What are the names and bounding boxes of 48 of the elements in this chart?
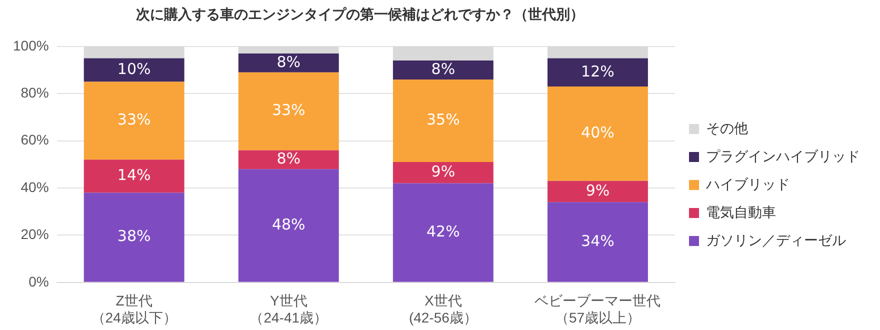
- x-tick-label: X世代(42-56歳）: [408, 292, 478, 326]
- bar: [84, 160, 184, 193]
- data-label: 33%: [117, 110, 151, 129]
- data-label: 42%: [426, 222, 460, 240]
- x-tick-label: Y世代（24-41歳）: [250, 292, 328, 326]
- bar: [392, 183, 494, 282]
- y-tick-label: 80%: [20, 84, 49, 100]
- bar: [392, 79, 494, 162]
- bar: [547, 180, 648, 202]
- data-label: 40%: [581, 124, 614, 142]
- data-label: 48%: [272, 215, 306, 234]
- data-label: 8%: [431, 60, 456, 78]
- bar: [547, 86, 648, 181]
- data-label: 38%: [117, 227, 151, 246]
- data-label: 8%: [276, 52, 301, 71]
- x-tick-label: ベビーブーマー世代（57歳以上）: [534, 292, 661, 326]
- y-tick-label: 0%: [28, 273, 49, 290]
- bar: [84, 58, 184, 82]
- bar: [238, 169, 339, 282]
- y-tick-label: 40%: [20, 178, 49, 195]
- chart-title: 次に購入する車のエンジンタイプの第一候補はどれですか？（世代別）: [135, 6, 585, 24]
- bar: [84, 192, 184, 282]
- legend-label: プラグインハイブリッド: [706, 148, 860, 164]
- bar: [84, 82, 184, 160]
- y-tick-label: 100%: [12, 37, 49, 54]
- data-label: 34%: [581, 232, 614, 250]
- legend-label: その他: [706, 120, 748, 136]
- bar: [392, 162, 494, 184]
- bar: [392, 60, 494, 80]
- data-label: 35%: [426, 110, 460, 129]
- legend-label: 電気自動車: [706, 204, 776, 220]
- legend-label: ガソリン／ディーゼル: [706, 232, 846, 248]
- data-label: 10%: [117, 60, 151, 78]
- bar: [547, 202, 648, 282]
- bar: [238, 72, 339, 150]
- x-tick-label: Z世代（24歳以下）: [91, 292, 177, 326]
- legend-label: ハイブリッド: [705, 176, 790, 192]
- data-label: 9%: [431, 162, 456, 181]
- bar: [238, 53, 339, 72]
- bar: [547, 58, 648, 87]
- data-label: 8%: [276, 150, 301, 168]
- data-label: 14%: [117, 166, 151, 184]
- data-label: 12%: [581, 62, 614, 80]
- bar: [238, 150, 339, 170]
- data-label: 9%: [586, 181, 610, 200]
- y-tick-label: 20%: [20, 226, 49, 242]
- y-tick-label: 60%: [20, 132, 49, 148]
- data-label: 33%: [272, 101, 306, 120]
